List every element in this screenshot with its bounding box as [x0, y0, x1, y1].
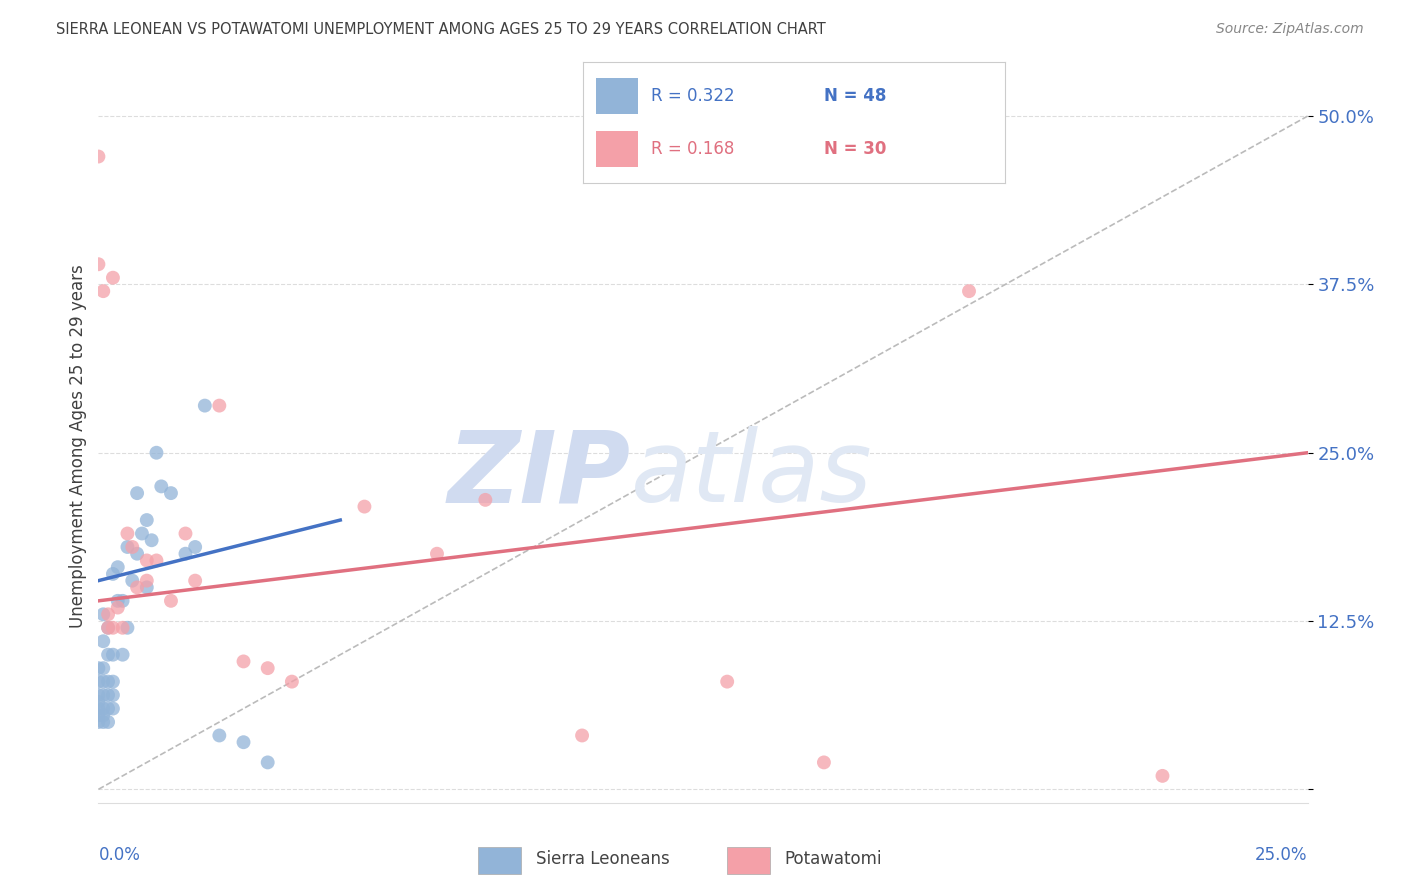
Point: [281, 674, 304, 689]
Point: [194, 399, 217, 413]
Point: [232, 655, 254, 669]
Point: [97, 621, 120, 635]
Point: [160, 594, 183, 608]
Point: [107, 600, 129, 615]
Point: [87, 149, 110, 163]
Point: [111, 648, 134, 662]
Point: [87, 701, 110, 715]
Point: [474, 492, 496, 507]
Point: [91, 284, 114, 298]
Point: [127, 580, 149, 594]
Point: [135, 553, 157, 567]
Point: [426, 547, 449, 561]
Point: [232, 735, 254, 749]
Point: [107, 594, 129, 608]
Point: [121, 574, 143, 588]
Point: [91, 634, 114, 648]
Point: [97, 621, 120, 635]
Point: [184, 574, 207, 588]
FancyBboxPatch shape: [596, 131, 638, 167]
Text: atlas: atlas: [630, 426, 872, 523]
FancyBboxPatch shape: [596, 78, 638, 114]
Point: [117, 540, 139, 554]
Text: SIERRA LEONEAN VS POTAWATOMI UNEMPLOYMENT AMONG AGES 25 TO 29 YEARS CORRELATION : SIERRA LEONEAN VS POTAWATOMI UNEMPLOYMEN…: [56, 22, 825, 37]
Point: [353, 500, 375, 514]
Point: [97, 674, 120, 689]
Point: [111, 594, 134, 608]
Point: [174, 547, 197, 561]
Text: R = 0.322: R = 0.322: [651, 87, 734, 105]
FancyBboxPatch shape: [478, 847, 522, 874]
Text: R = 0.168: R = 0.168: [651, 140, 734, 158]
Point: [87, 688, 110, 702]
Point: [111, 621, 134, 635]
Point: [97, 607, 120, 622]
Point: [97, 714, 120, 729]
Point: [87, 714, 110, 729]
Point: [571, 729, 593, 743]
Text: Sierra Leoneans: Sierra Leoneans: [536, 849, 669, 868]
Point: [91, 708, 114, 723]
Point: [208, 729, 231, 743]
Point: [101, 621, 124, 635]
Point: [174, 526, 197, 541]
Point: [145, 553, 167, 567]
Point: [131, 526, 153, 541]
Text: N = 48: N = 48: [824, 87, 886, 105]
Text: ZIP: ZIP: [447, 426, 630, 523]
Point: [87, 695, 110, 709]
Text: Potawatomi: Potawatomi: [785, 849, 882, 868]
Point: [256, 661, 278, 675]
Point: [135, 580, 157, 594]
Point: [117, 621, 139, 635]
Point: [97, 648, 120, 662]
Point: [184, 540, 207, 554]
Point: [87, 257, 110, 271]
Point: [256, 756, 278, 770]
Point: [127, 547, 149, 561]
Point: [101, 270, 124, 285]
Point: [145, 446, 167, 460]
Point: [150, 479, 173, 493]
Point: [101, 566, 124, 581]
Point: [97, 701, 120, 715]
Point: [1152, 769, 1174, 783]
Point: [135, 574, 157, 588]
Point: [121, 540, 143, 554]
Point: [101, 648, 124, 662]
Point: [91, 701, 114, 715]
Point: [208, 399, 231, 413]
Point: [813, 756, 835, 770]
Point: [117, 526, 139, 541]
Text: Source: ZipAtlas.com: Source: ZipAtlas.com: [1216, 22, 1364, 37]
Text: 25.0%: 25.0%: [1256, 846, 1308, 863]
Point: [107, 560, 129, 574]
Point: [135, 513, 157, 527]
Point: [91, 688, 114, 702]
Point: [97, 688, 120, 702]
Point: [101, 701, 124, 715]
Point: [127, 486, 149, 500]
Y-axis label: Unemployment Among Ages 25 to 29 years: Unemployment Among Ages 25 to 29 years: [69, 264, 87, 628]
Point: [716, 674, 738, 689]
Point: [160, 486, 183, 500]
Point: [87, 708, 110, 723]
Point: [101, 674, 124, 689]
Point: [957, 284, 980, 298]
Point: [91, 607, 114, 622]
Point: [91, 714, 114, 729]
Point: [91, 674, 114, 689]
FancyBboxPatch shape: [727, 847, 770, 874]
Point: [87, 661, 110, 675]
Point: [87, 674, 110, 689]
Point: [101, 688, 124, 702]
Point: [141, 533, 163, 548]
Text: N = 30: N = 30: [824, 140, 886, 158]
Text: 0.0%: 0.0%: [98, 846, 141, 863]
Point: [91, 661, 114, 675]
